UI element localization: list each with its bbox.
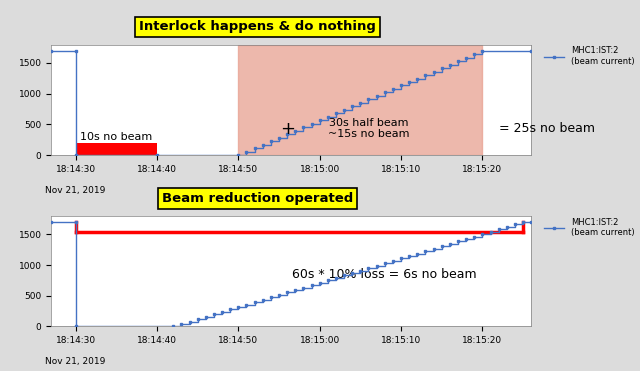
- MHC1:IST:2
(beam current): [47, 220, 55, 224]
- MHC1:IST:2
(beam current): [527, 220, 535, 224]
- MHC1:IST:2
(beam current): [527, 49, 535, 53]
- MHC1:IST:2
(beam current): [438, 247, 445, 251]
- MHC1:IST:2
(beam current): [479, 52, 486, 56]
- MHC1:IST:2
(beam current): [72, 324, 79, 329]
- Bar: [238, 45, 483, 155]
- MHC1:IST:2
(beam current): [218, 310, 226, 314]
- Text: Nov 21, 2019: Nov 21, 2019: [45, 186, 106, 195]
- MHC1:IST:2
(beam current): [348, 108, 356, 112]
- MHC1:IST:2
(beam current): [291, 132, 299, 137]
- Line: MHC1:IST:2
(beam current): MHC1:IST:2 (beam current): [50, 221, 532, 328]
- MHC1:IST:2
(beam current): [429, 247, 437, 251]
- Text: Nov 21, 2019: Nov 21, 2019: [45, 357, 106, 367]
- Bar: [76, 143, 157, 155]
- MHC1:IST:2
(beam current): [72, 153, 79, 157]
- Text: 60s * 10% loss = 6s no beam: 60s * 10% loss = 6s no beam: [292, 268, 477, 281]
- Line: MHC1:IST:2
(beam current): MHC1:IST:2 (beam current): [50, 49, 532, 157]
- MHC1:IST:2
(beam current): [47, 49, 55, 53]
- Text: 10s no beam: 10s no beam: [80, 132, 152, 142]
- MHC1:IST:2
(beam current): [170, 324, 177, 329]
- Text: 30s half beam
~15s no beam: 30s half beam ~15s no beam: [328, 118, 409, 139]
- MHC1:IST:2
(beam current): [422, 73, 429, 77]
- Legend: MHC1:IST:2
(beam current): MHC1:IST:2 (beam current): [540, 214, 638, 241]
- MHC1:IST:2
(beam current): [422, 252, 429, 256]
- MHC1:IST:2
(beam current): [413, 254, 421, 258]
- MHC1:IST:2
(beam current): [72, 49, 79, 53]
- MHC1:IST:2
(beam current): [381, 94, 388, 98]
- Text: = 25s no beam: = 25s no beam: [499, 122, 595, 135]
- Legend: MHC1:IST:2
(beam current): MHC1:IST:2 (beam current): [540, 43, 638, 69]
- Text: +: +: [280, 120, 294, 138]
- Text: Interlock happens & do nothing: Interlock happens & do nothing: [139, 20, 376, 33]
- Text: Beam reduction operated: Beam reduction operated: [162, 192, 353, 205]
